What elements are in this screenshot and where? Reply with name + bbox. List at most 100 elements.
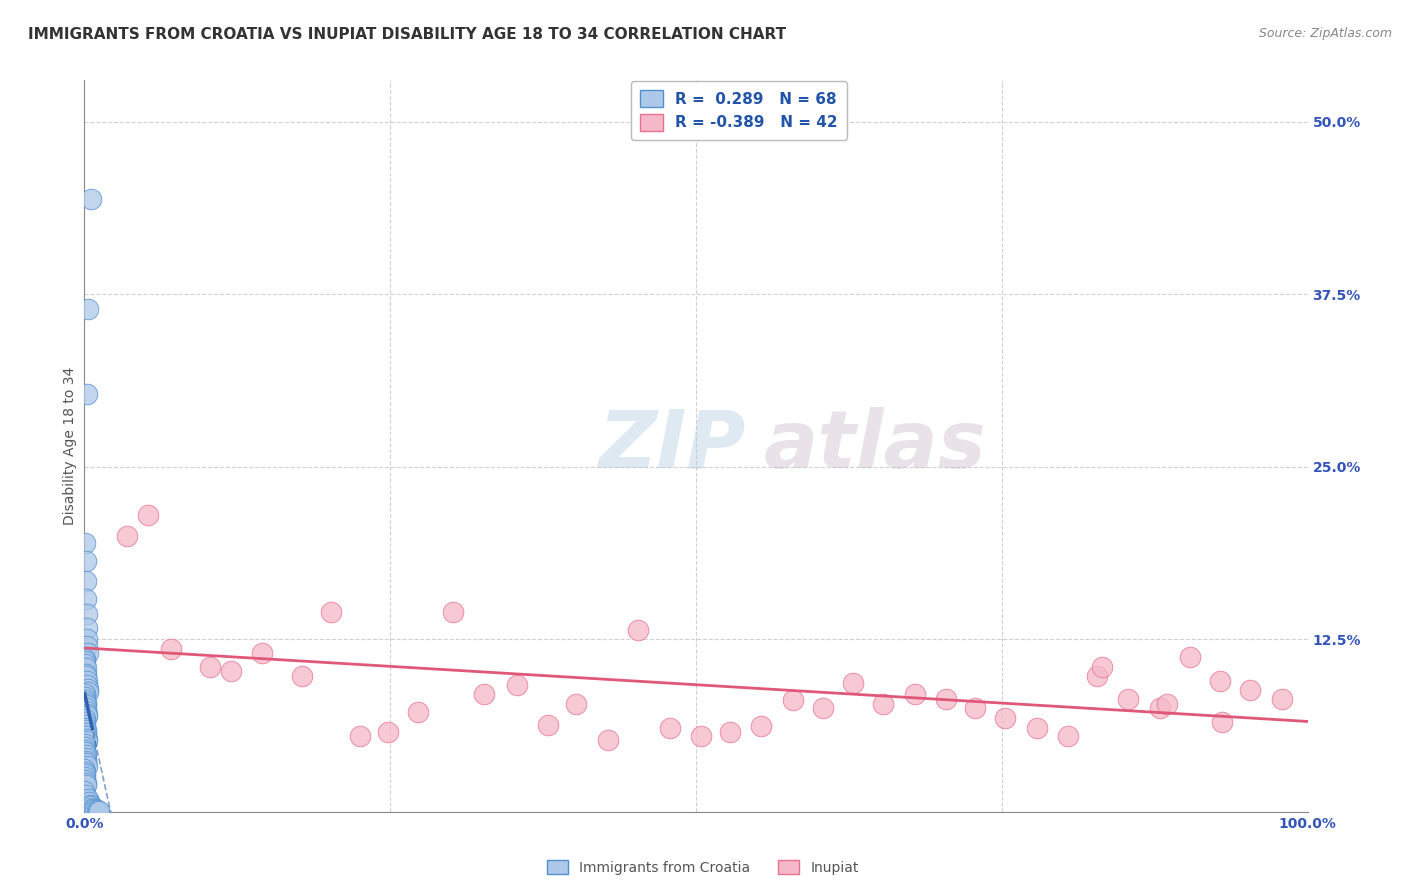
Point <box>73 767 96 781</box>
Point <box>79 797 101 812</box>
Legend: Immigrants from Croatia, Inupiat: Immigrants from Croatia, Inupiat <box>541 855 865 880</box>
Point <box>73 651 96 665</box>
Point <box>1026 721 1049 735</box>
Text: ZIP: ZIP <box>598 407 745 485</box>
Point <box>841 676 863 690</box>
Point <box>76 646 98 660</box>
Point <box>73 739 96 754</box>
Point <box>87 805 110 819</box>
Point <box>80 799 103 814</box>
Point <box>82 800 104 814</box>
Point <box>75 751 97 765</box>
Point <box>408 706 430 720</box>
Point <box>75 666 97 681</box>
Text: Source: ZipAtlas.com: Source: ZipAtlas.com <box>1258 27 1392 40</box>
Point <box>291 669 314 683</box>
Point <box>75 693 97 707</box>
Point <box>689 729 711 743</box>
Point <box>1085 669 1108 683</box>
Point <box>904 687 927 701</box>
Point <box>73 764 96 779</box>
Point <box>73 687 96 701</box>
Point <box>76 386 98 401</box>
Point <box>75 779 97 793</box>
Point <box>83 802 105 816</box>
Point <box>1156 697 1178 711</box>
Point <box>596 733 619 747</box>
Point <box>1056 729 1078 743</box>
Point <box>80 192 103 206</box>
Point <box>565 697 588 711</box>
Point <box>77 795 100 809</box>
Point <box>75 701 97 715</box>
Point <box>77 792 100 806</box>
Point <box>75 661 97 675</box>
Point <box>75 654 97 668</box>
Point <box>811 701 834 715</box>
Point <box>1178 650 1201 665</box>
Point <box>75 723 97 738</box>
Point <box>75 718 97 732</box>
Point <box>1091 660 1114 674</box>
Point <box>75 756 97 771</box>
Point <box>73 737 96 751</box>
Point <box>1239 683 1261 698</box>
Point <box>1116 691 1139 706</box>
Point <box>782 693 804 707</box>
Point <box>73 788 96 802</box>
Point <box>75 657 97 671</box>
Point <box>76 731 98 746</box>
Point <box>73 784 96 798</box>
Point <box>77 302 100 317</box>
Point <box>377 724 399 739</box>
Legend: R =  0.289   N = 68, R = -0.389   N = 42: R = 0.289 N = 68, R = -0.389 N = 42 <box>631 80 846 140</box>
Point <box>75 574 97 589</box>
Point <box>963 701 986 715</box>
Point <box>75 553 97 567</box>
Point <box>250 646 273 660</box>
Text: IMMIGRANTS FROM CROATIA VS INUPIAT DISABILITY AGE 18 TO 34 CORRELATION CHART: IMMIGRANTS FROM CROATIA VS INUPIAT DISAB… <box>28 27 786 42</box>
Point <box>321 605 343 619</box>
Point <box>76 621 98 635</box>
Point <box>75 726 97 740</box>
Point <box>75 535 97 549</box>
Point <box>1208 673 1230 688</box>
Point <box>472 687 495 701</box>
Point <box>659 721 682 735</box>
Point <box>75 592 97 607</box>
Point <box>441 605 464 619</box>
Point <box>84 803 107 817</box>
Point <box>76 632 98 647</box>
Point <box>76 734 98 748</box>
Point <box>77 684 100 698</box>
Point <box>87 804 110 818</box>
Point <box>349 729 371 743</box>
Point <box>76 607 98 622</box>
Point <box>75 729 97 743</box>
Y-axis label: Disability Age 18 to 34: Disability Age 18 to 34 <box>63 367 77 525</box>
Point <box>1149 701 1171 715</box>
Point <box>76 706 98 721</box>
Point <box>75 772 97 787</box>
Point <box>75 776 97 790</box>
Point <box>75 696 97 710</box>
Point <box>73 762 96 776</box>
Point <box>73 712 96 726</box>
Point <box>1211 714 1233 729</box>
Point <box>76 681 98 696</box>
Point <box>75 690 97 705</box>
Point <box>1271 691 1294 706</box>
Point <box>160 641 183 656</box>
Point <box>76 639 98 653</box>
Point <box>73 714 96 729</box>
Point <box>75 669 97 683</box>
Point <box>75 721 97 735</box>
Point <box>718 724 741 739</box>
Point <box>76 759 98 773</box>
Point <box>872 697 894 711</box>
Point <box>749 719 772 733</box>
Text: atlas: atlas <box>763 407 986 485</box>
Point <box>75 770 97 784</box>
Point <box>115 529 138 543</box>
Point <box>994 711 1017 725</box>
